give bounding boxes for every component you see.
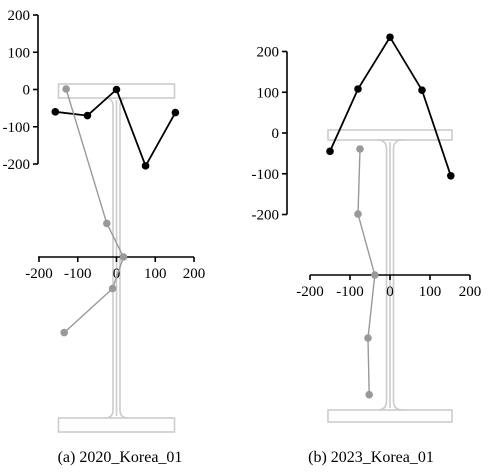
y-tick-label: -100 — [3, 120, 31, 136]
x-tick-label: -100 — [64, 266, 92, 282]
black-series-point — [326, 147, 334, 156]
gray-series-point — [62, 85, 70, 93]
black-series-line — [55, 87, 177, 169]
black-series-point — [83, 111, 92, 120]
gray-series-point — [365, 390, 374, 399]
black-series-point — [51, 108, 60, 116]
gray-series-line — [63, 88, 125, 334]
beam-bottom-flange — [327, 409, 453, 423]
x-tick-label: 200 — [459, 284, 482, 300]
y-tick-label: 0 — [23, 83, 31, 99]
x-tick-label: -200 — [296, 284, 324, 300]
y-tick-label: 100 — [8, 45, 31, 61]
black-series-point — [112, 85, 121, 94]
y-tick-label: 0 — [272, 126, 280, 142]
gray-series-point — [103, 219, 111, 228]
y-tick-label: 200 — [8, 8, 31, 24]
panel-a: 200 100 0 -100 -200 -200 -100 0 100 200 (a) 2020_K… — [3, 8, 206, 466]
gray-series-point — [60, 328, 68, 337]
y-tick-label: 200 — [257, 45, 280, 61]
gray-series-point — [108, 284, 117, 293]
gray-series-point — [364, 334, 372, 342]
gray-series-point — [356, 145, 364, 153]
y-tick-label: -200 — [252, 208, 280, 224]
black-series-point — [447, 171, 455, 180]
x-tick-label: 200 — [183, 266, 206, 282]
y-tick-label: -200 — [3, 157, 31, 173]
x-tick-label: -100 — [336, 284, 364, 300]
black-series-point — [354, 85, 362, 93]
panel-caption: (a) 2020_Korea_01 — [58, 449, 183, 466]
black-series-point — [386, 33, 394, 42]
x-tick-label: -200 — [25, 266, 53, 282]
black-series-point — [171, 108, 180, 117]
gray-series-point — [371, 271, 379, 279]
black-series-point — [418, 86, 426, 95]
beam-top-flange — [57, 83, 176, 99]
x-tick-label: 100 — [144, 266, 167, 282]
panel-b: 200 100 0 -100 -200 -200 -100 0 100 200 (b) 2023_K… — [252, 33, 482, 466]
y-tick-label: 100 — [257, 85, 280, 101]
x-tick-label: 0 — [113, 266, 121, 282]
x-tick-label: 100 — [419, 284, 442, 300]
gray-series-line — [357, 148, 376, 395]
x-tick-label: 0 — [386, 284, 394, 300]
beam-top-flange — [327, 129, 453, 141]
panel-caption: (b) 2023_Korea_01 — [308, 449, 434, 466]
y-tick-label: -100 — [252, 167, 280, 183]
gray-series-point — [119, 253, 128, 261]
beam-bottom-flange — [57, 417, 176, 433]
gray-series-point — [354, 210, 362, 218]
beam-web-left — [104, 97, 114, 419]
black-series-point — [141, 162, 150, 170]
